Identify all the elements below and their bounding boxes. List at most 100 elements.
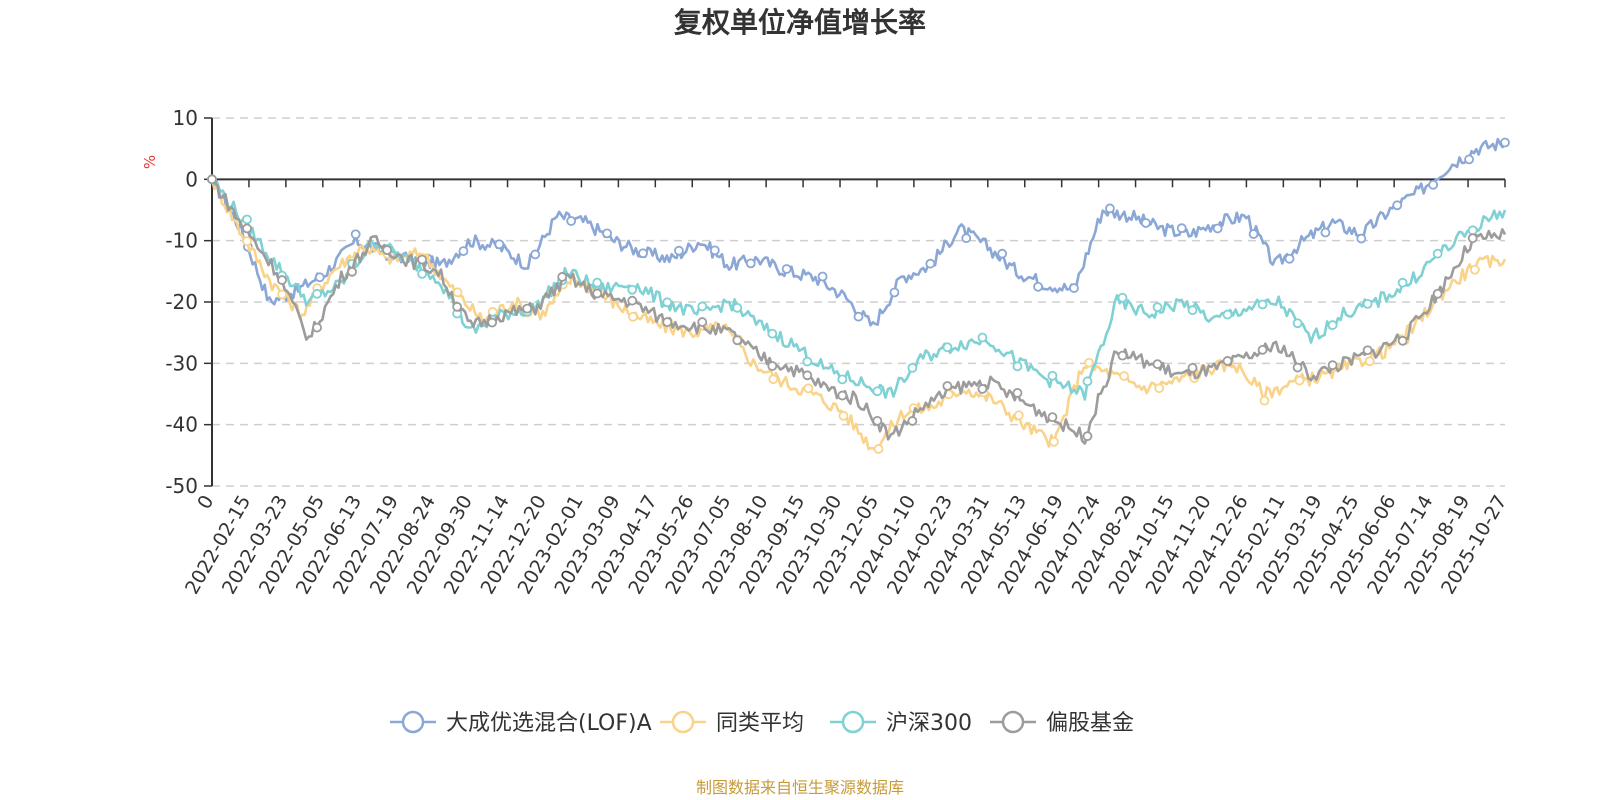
series-point	[872, 386, 883, 397]
series-point	[207, 174, 217, 185]
series-point	[1012, 388, 1023, 398]
series-point	[602, 228, 612, 239]
series-point	[907, 416, 918, 426]
series-point	[1392, 200, 1403, 211]
series-point	[872, 415, 883, 426]
series-point	[1327, 360, 1338, 371]
series-point	[1084, 357, 1094, 368]
legend-item-4[interactable]: 偏股基金	[990, 710, 1134, 736]
series-point	[452, 287, 463, 298]
series-point	[638, 248, 648, 259]
series-point	[977, 332, 988, 343]
series-point	[907, 362, 918, 373]
y-tick-label: -30	[165, 351, 198, 375]
grid-lines	[212, 117, 1505, 487]
legend-marker	[1001, 710, 1025, 734]
series-point	[347, 266, 357, 277]
series-point	[1119, 371, 1130, 381]
series-point	[1069, 283, 1079, 293]
series-point	[1294, 375, 1305, 386]
legend-marker	[671, 710, 695, 734]
series-point	[768, 374, 779, 385]
x-axis-ticks: 02022-02-152022-03-232022-05-052022-06-1…	[181, 179, 1511, 598]
series-point	[382, 245, 392, 256]
series-point	[242, 236, 252, 247]
x-tick-label: 0	[193, 492, 218, 513]
series-point	[674, 245, 684, 256]
series-point	[1327, 320, 1338, 330]
series-point	[781, 264, 792, 274]
series-point	[1500, 137, 1510, 148]
legend[interactable]: 大成优选混合(LOF)A 同类平均 沪深300 偏股基金	[390, 710, 1134, 736]
series-point	[1047, 412, 1058, 423]
series-point	[1176, 223, 1187, 234]
series-point	[977, 384, 988, 394]
y-tick-label: -10	[165, 229, 198, 253]
series-point	[732, 335, 743, 346]
series-point	[838, 410, 849, 421]
series-point	[1284, 253, 1295, 264]
series-point	[592, 288, 603, 299]
series-line-2	[210, 178, 1507, 452]
series-point	[452, 301, 463, 312]
series-point	[557, 272, 568, 282]
series-point	[1047, 370, 1058, 381]
series-point	[1320, 227, 1331, 238]
series-point	[277, 289, 288, 300]
series-point	[803, 383, 814, 394]
series-point	[1470, 264, 1480, 275]
series-point	[961, 233, 972, 244]
series-point	[314, 272, 325, 283]
series-point	[767, 361, 778, 371]
series-point	[494, 239, 505, 250]
y-tick-label: 10	[173, 106, 198, 130]
series-point	[802, 370, 813, 381]
series-point	[417, 254, 428, 265]
series-point	[1362, 298, 1373, 309]
legend-item-3[interactable]: 沪深300	[830, 710, 972, 736]
series-point	[942, 381, 953, 391]
series-point	[1259, 395, 1270, 406]
series-line-3	[210, 178, 1507, 401]
legend-marker	[401, 710, 425, 734]
series-point	[1222, 309, 1233, 320]
series-point	[1467, 233, 1478, 244]
series-point	[1397, 335, 1408, 346]
series-point	[350, 229, 361, 240]
series-point	[1432, 288, 1443, 299]
series-point	[1467, 225, 1478, 236]
legend-label: 沪深300	[886, 711, 972, 736]
series-point	[732, 302, 743, 313]
legend-label: 同类平均	[716, 711, 804, 736]
y-axis-unit: %	[141, 155, 159, 169]
legend-item-2[interactable]: 同类平均	[660, 710, 804, 736]
series-point	[417, 268, 428, 279]
series-point	[709, 245, 720, 256]
series-point	[837, 374, 848, 385]
series-point	[1049, 436, 1059, 447]
series-point	[1428, 179, 1439, 190]
series-point	[817, 271, 828, 282]
y-tick-label: -20	[165, 290, 198, 314]
series-point	[530, 249, 541, 260]
series-point	[277, 275, 287, 285]
legend-item-1[interactable]: 大成优选混合(LOF)A	[390, 710, 652, 736]
y-tick-label: -40	[165, 413, 198, 437]
series-point	[1257, 299, 1268, 310]
series-point	[628, 311, 638, 322]
legend-label: 偏股基金	[1046, 711, 1134, 736]
series-point	[1432, 248, 1443, 259]
series-point	[697, 317, 708, 327]
series-point	[662, 297, 673, 308]
series-point	[627, 295, 638, 306]
series-point	[802, 356, 813, 367]
series-point	[1012, 361, 1023, 372]
series-point	[1082, 431, 1093, 442]
series-point	[873, 444, 884, 454]
series-point	[1292, 362, 1303, 373]
legend-marker	[841, 710, 865, 734]
series-point	[522, 303, 533, 314]
series-point	[627, 284, 638, 295]
series-point	[1082, 376, 1093, 387]
